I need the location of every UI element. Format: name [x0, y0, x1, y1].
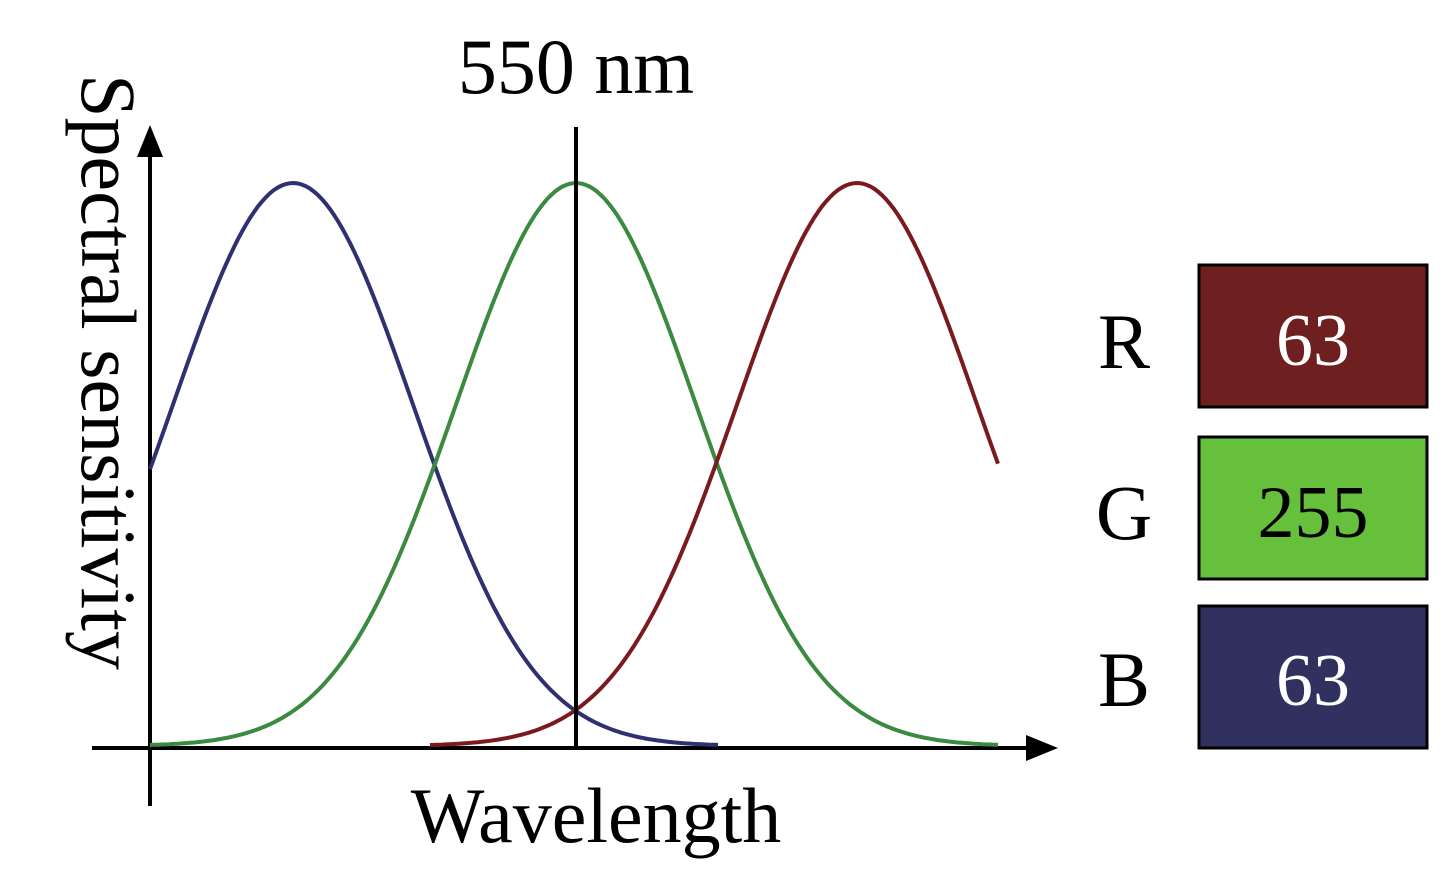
channel-row-r: R 63: [1098, 263, 1429, 409]
channel-box-b: [1197, 604, 1429, 750]
channel-box-r: [1197, 263, 1429, 409]
rgb-readout: R 63 G 255 B 63: [1096, 263, 1429, 750]
channel-value-g: 255: [1258, 472, 1369, 554]
channel-value-b: 63: [1276, 640, 1350, 722]
channel-row-b: B 63: [1098, 604, 1429, 750]
channel-letter-g: G: [1096, 469, 1152, 556]
y-axis-arrowhead: [137, 125, 163, 157]
x-axis-label: Wavelength: [411, 772, 782, 859]
channel-box-g: [1197, 435, 1429, 581]
x-axis-arrowhead: [1026, 735, 1058, 761]
channel-letter-r: R: [1098, 298, 1150, 385]
channel-row-g: G 255: [1096, 435, 1429, 581]
channel-value-r: 63: [1276, 300, 1350, 382]
wavelength-marker-label: 550 nm: [458, 23, 694, 110]
channel-letter-b: B: [1098, 636, 1150, 723]
axes: [92, 125, 1058, 806]
y-axis-label: Spectral sensitivity: [65, 74, 152, 670]
red-sensitivity-curve: [429, 180, 1000, 747]
